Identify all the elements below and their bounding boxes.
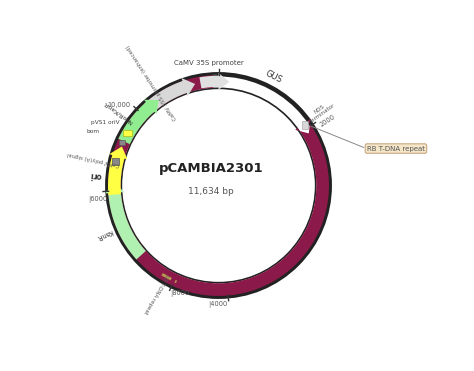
Polygon shape bbox=[200, 73, 229, 90]
Bar bbox=[123, 131, 132, 136]
Text: 10,000: 10,000 bbox=[107, 102, 130, 108]
Text: CaMV 35S promoter: CaMV 35S promoter bbox=[174, 60, 244, 66]
Bar bbox=[119, 140, 125, 145]
Text: |8000: |8000 bbox=[170, 290, 189, 297]
Text: 2000: 2000 bbox=[319, 114, 336, 128]
Bar bbox=[302, 121, 308, 129]
Text: pCAMBIA2301: pCAMBIA2301 bbox=[159, 162, 264, 175]
Polygon shape bbox=[105, 182, 146, 259]
Polygon shape bbox=[108, 75, 329, 296]
Text: pVS1 oriV: pVS1 oriV bbox=[91, 120, 120, 125]
Text: ori: ori bbox=[90, 170, 102, 180]
Text: NOS
terminator: NOS terminator bbox=[306, 98, 336, 124]
Text: 11,634 bp: 11,634 bp bbox=[188, 187, 234, 196]
Text: NeoR/KanR: NeoR/KanR bbox=[103, 101, 134, 125]
Text: RB T-DNA repeat: RB T-DNA repeat bbox=[367, 145, 425, 151]
Polygon shape bbox=[108, 147, 128, 195]
Text: |6000: |6000 bbox=[89, 196, 108, 203]
Text: CaMV poly(A) signal: CaMV poly(A) signal bbox=[67, 151, 120, 167]
Text: |4000: |4000 bbox=[208, 301, 227, 308]
Text: bom: bom bbox=[87, 129, 100, 134]
Text: KanR: KanR bbox=[95, 228, 114, 240]
Bar bbox=[112, 158, 119, 165]
Polygon shape bbox=[145, 78, 195, 113]
Polygon shape bbox=[118, 100, 159, 144]
Text: CaMV 35S promoter (enhanced): CaMV 35S promoter (enhanced) bbox=[125, 44, 178, 121]
Text: GUS: GUS bbox=[264, 69, 284, 85]
Text: LB T-DNA repeat: LB T-DNA repeat bbox=[143, 273, 169, 315]
